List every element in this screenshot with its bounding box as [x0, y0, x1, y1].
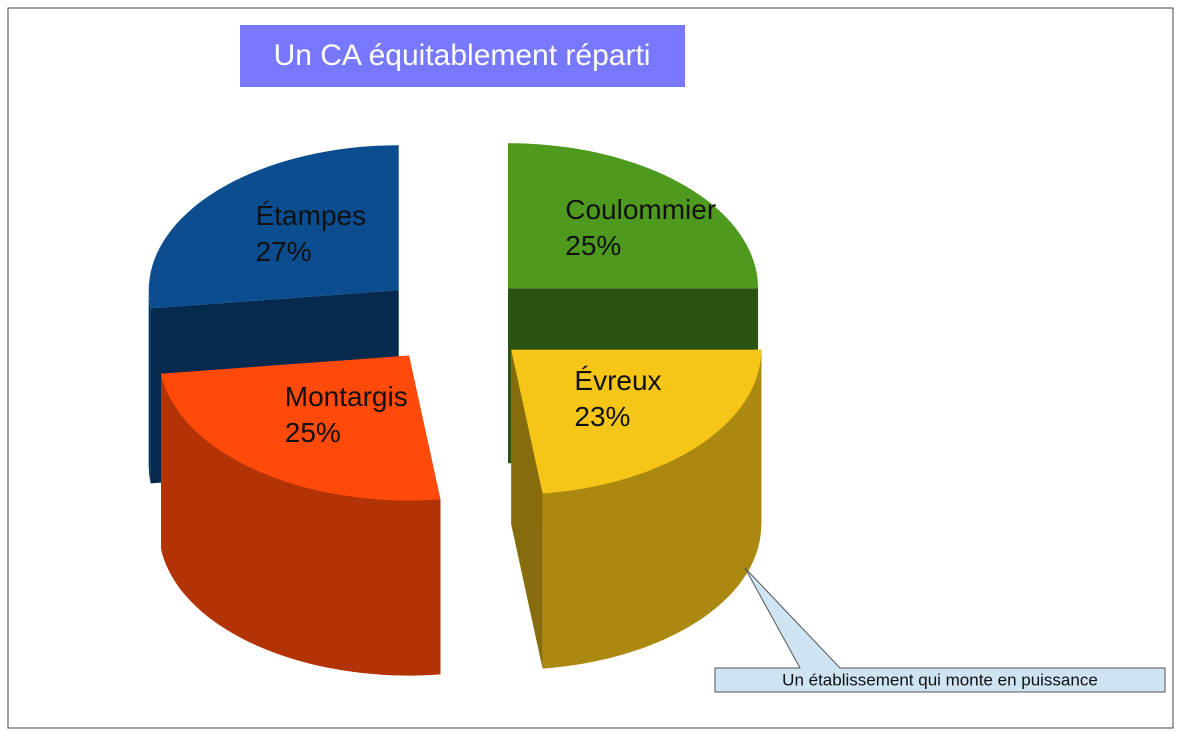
- annotation: Un établissement qui monte en puissance: [782, 670, 1098, 689]
- slice-rim: [161, 373, 441, 676]
- slice-rim: [148, 290, 151, 484]
- slice-label: Étampes: [256, 200, 366, 231]
- slice-label: Coulommier: [565, 194, 716, 225]
- slice-rim-shade: [161, 373, 441, 676]
- chart-title: Un CA équitablement réparti: [274, 39, 651, 72]
- slice-side: [511, 349, 543, 669]
- slice-value-label: 25%: [565, 230, 621, 261]
- slice-value-label: 25%: [285, 417, 341, 448]
- slice: [148, 145, 399, 309]
- pie: Coulommier 25% Étampes 27% Évreux 23% Montargi…: [148, 143, 762, 676]
- callout: Un établissement qui monte en puissance: [714, 567, 1166, 693]
- slice-side-shade: [511, 349, 543, 669]
- slice-label: Montargis: [285, 381, 408, 412]
- slice-rim-shade: [542, 349, 762, 669]
- slice: [161, 355, 441, 501]
- slice-value-label: 27%: [256, 236, 312, 267]
- slice-rim-shade: [148, 290, 151, 484]
- title-box: [240, 25, 685, 87]
- slice-value-label: 23%: [574, 401, 630, 432]
- slice-label: Évreux: [574, 365, 661, 396]
- slice-rim: [542, 349, 762, 669]
- callout-shape: [714, 567, 1166, 693]
- slice: [508, 143, 758, 289]
- slice: [511, 349, 762, 494]
